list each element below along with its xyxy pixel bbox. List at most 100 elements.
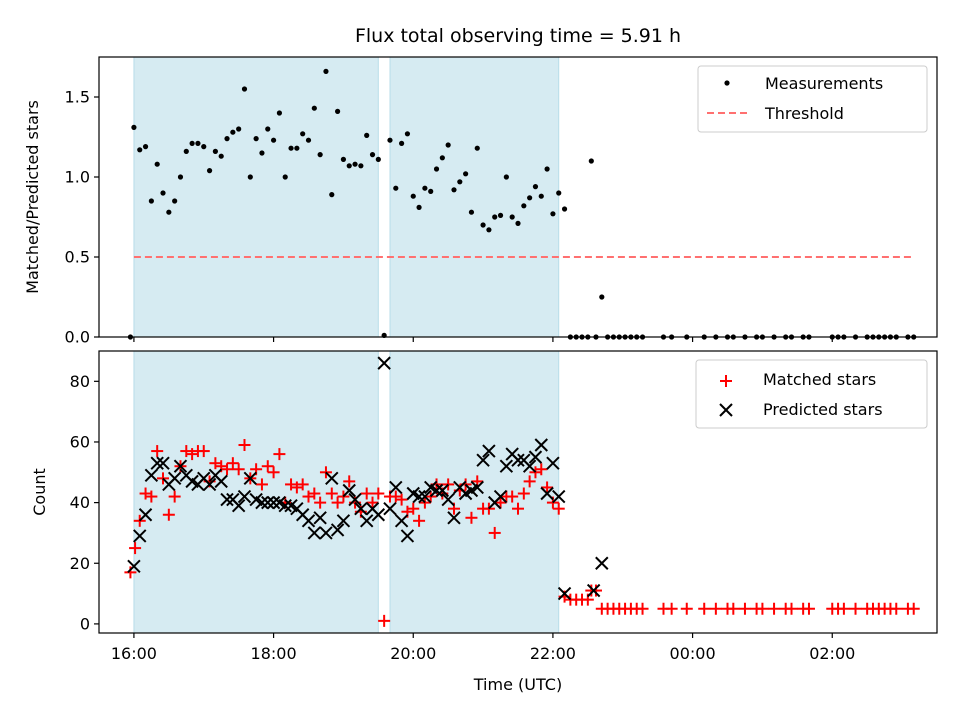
measurement-point <box>527 195 533 201</box>
matched-star-point <box>541 481 554 494</box>
matched-star-point <box>129 542 142 555</box>
predicted-star-point <box>429 483 444 498</box>
top-y-tick-label: 0.0 <box>65 328 90 347</box>
measurement-point <box>358 163 364 169</box>
measurement-point <box>288 145 294 151</box>
predicted-star-point <box>319 526 333 540</box>
top-y-tick-label: 1.0 <box>65 168 90 187</box>
matched-star-point <box>907 602 920 615</box>
measurement-point <box>393 185 399 191</box>
predicted-star-point <box>278 498 292 513</box>
measurement-point <box>369 152 376 158</box>
matched-star-point <box>296 478 309 491</box>
predicted-star-point <box>540 486 554 501</box>
predicted-star-point <box>371 508 386 522</box>
measurement-point <box>218 153 224 159</box>
measurement-point <box>148 198 154 204</box>
matched-star-point <box>162 508 175 521</box>
measurement-point <box>323 68 329 74</box>
predicted-star-point <box>534 438 548 452</box>
measurement-point <box>503 174 509 180</box>
x-tick-label: 00:00 <box>670 644 716 663</box>
x-axis-label: Time (UTC) <box>473 675 562 694</box>
matched-star-point <box>488 526 501 539</box>
matched-star-point <box>255 478 268 491</box>
predicted-star-point <box>173 459 188 473</box>
matched-star-point <box>636 602 649 615</box>
predicted-star-point <box>400 529 415 543</box>
measurement-point <box>416 204 422 210</box>
count-panel: 0 20 40 60 80 16:00 18:00 20:00 22:00 00:00 02:00… <box>30 350 938 694</box>
matched-star-point <box>698 602 711 615</box>
top-y-tick-label: 1.5 <box>65 88 90 107</box>
measurement-point <box>212 148 218 154</box>
measurement-point <box>131 124 137 130</box>
matched-star-point <box>331 496 344 509</box>
measurement-point <box>561 206 568 212</box>
legend-matched-marker <box>720 375 732 387</box>
legend-threshold-label: Threshold <box>764 104 844 123</box>
matched-star-point <box>517 487 530 500</box>
top-legend-box <box>697 65 928 133</box>
measurement-point <box>270 137 277 143</box>
bottom-shaded-intervals <box>133 350 560 634</box>
measurement-point <box>236 126 242 132</box>
legend-matched-label: Matched stars <box>763 370 876 389</box>
predicted-star-point <box>313 511 327 525</box>
predicted-star-point <box>412 489 426 504</box>
matched-star-point <box>506 490 519 503</box>
matched-star-point <box>221 463 234 476</box>
matched-star-point <box>494 496 507 509</box>
measurement-point <box>282 174 288 180</box>
count-points <box>124 356 920 627</box>
predicted-star-point <box>330 523 345 537</box>
predicted-star-point <box>202 477 217 492</box>
measurement-point <box>294 145 300 151</box>
matched-star-point <box>151 445 164 458</box>
measurement-point <box>259 150 265 156</box>
measurement-point <box>317 152 323 158</box>
predicted-star-point <box>237 489 252 504</box>
predicted-star-point <box>557 586 572 601</box>
measurement-point <box>480 222 486 228</box>
measurement-point <box>247 174 253 180</box>
measurement-point <box>189 140 195 146</box>
matched-star-point <box>238 439 251 451</box>
predicted-star-point <box>522 459 537 473</box>
measurement-point <box>201 144 207 150</box>
bottom-y-tick-label: 80 <box>70 372 90 391</box>
measurement-point <box>206 168 213 174</box>
predicted-star-point <box>441 492 455 507</box>
predicted-star-point <box>493 489 508 504</box>
chart-title: Flux total observing time = 5.91 h <box>355 25 681 47</box>
matched-star-point <box>267 466 280 479</box>
x-tick-label: 16:00 <box>111 644 157 663</box>
predicted-star-point <box>595 556 609 570</box>
measurement-point <box>433 166 440 172</box>
top-x-ticks <box>133 337 833 342</box>
measurement-point <box>410 193 416 199</box>
matched-star-point <box>124 566 137 579</box>
bottom-legend-box <box>695 359 928 429</box>
matched-star-point <box>273 448 286 461</box>
predicted-star-point <box>389 480 403 495</box>
predicted-star-point <box>156 456 170 470</box>
predicted-star-point <box>261 495 275 510</box>
top-shaded-interval-1 <box>133 56 379 338</box>
measurement-point <box>276 110 283 116</box>
bottom-shaded-interval-1 <box>133 350 379 634</box>
predicted-star-point <box>342 483 356 498</box>
measurement-point <box>137 147 143 153</box>
predicted-star-point <box>528 450 543 464</box>
legend-measurements-marker <box>724 80 730 86</box>
measurement-point <box>364 132 370 138</box>
predicted-star-point <box>144 468 159 483</box>
top-axes-frame <box>98 56 938 338</box>
measurement-point <box>451 187 457 193</box>
measurement-point <box>142 144 149 150</box>
matched-star-point <box>261 460 274 473</box>
measurement-point <box>375 156 381 162</box>
bottom-y-tick-label: 20 <box>70 554 90 573</box>
ratio-panel: 0.0 0.5 1.0 1.5 Matched/Predicted stars Mea… <box>23 56 938 347</box>
